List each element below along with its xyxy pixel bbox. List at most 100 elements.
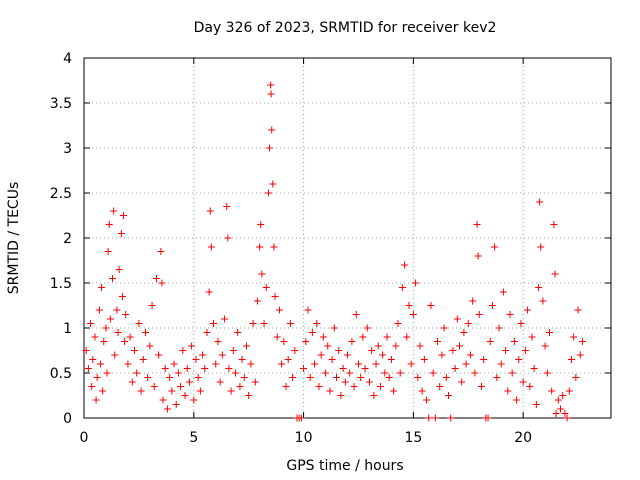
data-point	[181, 392, 189, 399]
data-point	[319, 333, 327, 341]
data-point	[266, 144, 274, 152]
data-point	[256, 243, 264, 251]
data-point	[144, 374, 152, 381]
data-point	[311, 360, 319, 368]
data-point	[188, 342, 196, 350]
data-point	[372, 360, 380, 368]
data-point	[434, 338, 442, 345]
data-point	[190, 396, 198, 404]
data-point	[473, 221, 481, 228]
data-point	[458, 378, 466, 386]
data-point	[297, 414, 305, 422]
y-tick-label: 2.5	[50, 186, 72, 202]
data-point	[475, 311, 483, 318]
data-point	[304, 306, 312, 314]
data-point	[429, 369, 437, 377]
data-point	[539, 297, 547, 305]
x-tick-label: 15	[404, 430, 422, 446]
data-point	[168, 387, 176, 395]
data-point	[177, 383, 185, 390]
y-tick-label: 1.5	[50, 276, 72, 292]
data-point	[236, 383, 244, 390]
data-point	[379, 351, 387, 359]
data-point	[543, 369, 551, 377]
data-point	[223, 203, 231, 210]
data-point	[89, 356, 97, 363]
y-tick-label: 4	[63, 51, 72, 67]
data-point	[412, 279, 420, 287]
data-point	[363, 324, 371, 332]
data-point	[326, 387, 334, 395]
data-point	[249, 320, 257, 327]
data-point	[238, 356, 246, 363]
x-tick-labels: 0 5 10 15 20	[80, 430, 533, 446]
data-point	[88, 383, 96, 390]
x-tick-label: 20	[514, 430, 532, 446]
axis-ticks	[83, 57, 611, 419]
data-point	[499, 288, 507, 296]
data-point	[207, 243, 215, 251]
data-point	[405, 302, 413, 309]
data-point	[268, 126, 276, 134]
data-point	[471, 369, 479, 377]
data-point	[121, 338, 129, 345]
data-point	[93, 374, 101, 381]
data-point	[199, 351, 207, 359]
data-point	[317, 351, 325, 359]
data-point	[113, 306, 121, 314]
data-point	[157, 248, 165, 255]
data-point	[414, 374, 422, 381]
data-point	[172, 401, 180, 408]
data-point	[99, 387, 107, 395]
data-point	[103, 369, 111, 377]
data-point	[270, 243, 278, 251]
data-point	[128, 378, 136, 386]
data-point	[486, 338, 494, 345]
data-point	[502, 347, 510, 354]
data-point	[449, 347, 457, 354]
x-axis-label: GPS time / hours	[286, 458, 403, 474]
data-point	[126, 333, 134, 341]
data-point	[357, 374, 365, 381]
data-point	[240, 374, 248, 381]
data-point	[464, 320, 472, 327]
data-point	[398, 284, 406, 291]
data-point	[242, 342, 250, 350]
data-point	[374, 342, 382, 350]
data-point	[139, 356, 147, 363]
data-point	[306, 374, 314, 381]
data-point	[245, 392, 253, 399]
data-point	[150, 383, 158, 390]
data-point	[98, 284, 106, 291]
data-point	[561, 410, 569, 417]
data-point	[315, 383, 323, 390]
data-point	[447, 414, 455, 422]
y-tick-label: 0	[63, 411, 72, 427]
data-point	[396, 369, 404, 377]
data-point	[491, 243, 499, 251]
data-point	[541, 342, 549, 350]
data-point	[251, 378, 259, 386]
data-point	[155, 351, 163, 359]
data-point	[264, 189, 272, 197]
data-point	[232, 369, 240, 377]
data-point	[474, 252, 482, 260]
data-point	[225, 365, 233, 372]
data-point	[517, 320, 525, 327]
data-point	[495, 324, 503, 332]
data-point	[477, 383, 485, 390]
data-point	[280, 338, 288, 345]
data-point	[344, 351, 351, 359]
data-point	[530, 365, 538, 372]
data-point	[466, 351, 474, 359]
data-point	[262, 284, 270, 291]
x-tick-label: 5	[189, 430, 198, 446]
x-tick-label: 0	[80, 430, 89, 446]
data-point	[352, 311, 360, 318]
data-point	[425, 414, 433, 422]
data-point	[148, 302, 156, 309]
data-point	[135, 320, 143, 327]
data-point	[572, 374, 580, 381]
data-point	[273, 333, 281, 341]
data-point	[271, 293, 279, 300]
